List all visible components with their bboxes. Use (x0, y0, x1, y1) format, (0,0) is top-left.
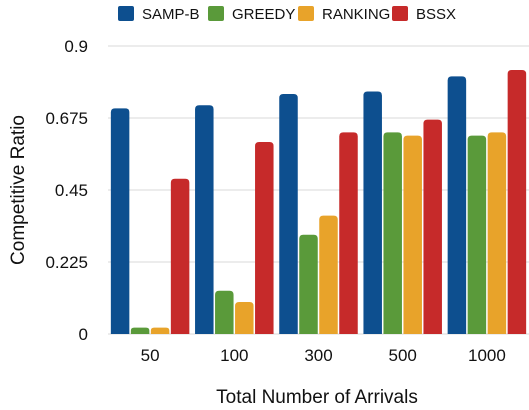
bars (110, 70, 527, 335)
y-tick-label: 0.9 (64, 37, 88, 56)
bar-ranking-300 (319, 215, 338, 334)
bar-bssx-1000 (507, 70, 527, 334)
x-tick-label: 100 (220, 346, 248, 365)
x-tick-label: 1000 (468, 346, 506, 365)
legend-swatch-bssx (392, 6, 408, 21)
bar-greedy-100 (215, 290, 234, 334)
bar-greedy-50 (130, 327, 150, 334)
x-tick-labels: 50 100 300 500 1000 (141, 346, 506, 365)
bar-samp-b-50 (110, 108, 130, 335)
bar-ranking-100 (235, 302, 254, 334)
bar-greedy-1000 (467, 135, 487, 334)
bar-bssx-500 (423, 119, 442, 334)
bar-bssx-300 (339, 132, 358, 334)
legend-label-ranking: RANKING (322, 6, 390, 23)
y-tick-label: 0 (79, 325, 88, 344)
x-tick-label: 500 (389, 346, 417, 365)
legend-swatch-greedy (208, 6, 224, 21)
x-tick-label: 50 (141, 346, 160, 365)
bar-greedy-500 (383, 132, 402, 334)
bar-samp-b-100 (195, 105, 214, 334)
bar-ranking-1000 (487, 132, 507, 334)
y-tick-labels: 0 0.225 0.45 0.675 0.9 (45, 37, 88, 344)
legend-label-greedy: GREEDY (232, 6, 295, 23)
x-tick-label: 300 (304, 346, 332, 365)
x-axis-title: Total Number of Arrivals (216, 387, 418, 408)
bar-ranking-50 (150, 327, 170, 334)
y-axis-title: Competitive Ratio (8, 115, 29, 265)
y-tick-label: 0.675 (45, 109, 88, 128)
bar-samp-b-1000 (447, 76, 467, 335)
y-tick-label: 0.45 (55, 181, 88, 200)
y-tick-label: 0.225 (45, 253, 88, 272)
legend-swatch-samp-b (118, 6, 134, 21)
bar-bssx-50 (170, 178, 190, 334)
bar-bssx-100 (255, 142, 274, 334)
legend-label-bssx: BSSX (416, 6, 456, 23)
bar-samp-b-300 (279, 94, 298, 334)
bar-ranking-500 (403, 135, 422, 334)
bar-greedy-300 (299, 234, 318, 334)
legend-label-samp-b: SAMP-B (142, 6, 200, 23)
legend: SAMP-B GREEDY RANKING BSSX (118, 6, 456, 23)
bar-samp-b-500 (363, 91, 382, 334)
legend-swatch-ranking (298, 6, 314, 21)
